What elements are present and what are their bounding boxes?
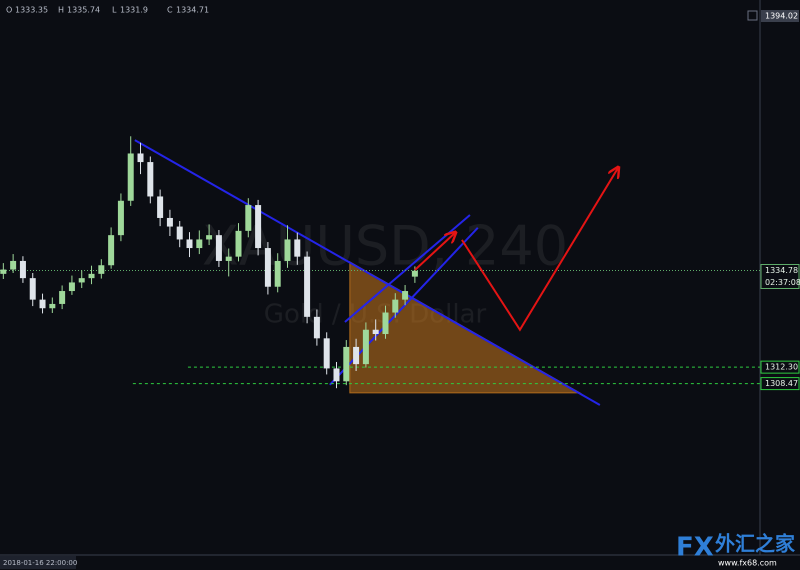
level-label: 1308.47 <box>765 379 798 388</box>
candle-body <box>127 153 134 201</box>
candle-body <box>255 205 262 249</box>
ohlc-label: H <box>58 6 64 15</box>
candle-body <box>39 299 46 309</box>
watermark-title: XAUUSD, 240 <box>202 215 568 278</box>
candle-body <box>137 153 144 163</box>
ohlc-header: O 1333.35 H 1335.74 L 1331.9 C 1334.71 <box>6 6 209 15</box>
ohlc-label: C <box>167 6 173 15</box>
logo: FX 外汇之家 www.fx68.com <box>676 532 796 568</box>
candle-body <box>88 273 95 279</box>
candle-body <box>117 200 124 236</box>
current-price-label: 1334.78 <box>765 266 798 275</box>
level-label-box <box>760 377 800 391</box>
candle-body <box>333 368 340 382</box>
logo-name: 外汇之家 <box>715 532 796 556</box>
candle-body <box>157 196 164 218</box>
candle-body <box>10 260 17 270</box>
candle-body <box>206 235 213 240</box>
start-label: 2018-01-16 22:00:00 <box>3 559 77 567</box>
candle-body <box>284 239 291 261</box>
candles <box>0 136 418 389</box>
candle-body <box>225 256 232 261</box>
level-label: 1312.30 <box>765 363 798 372</box>
candle-body <box>68 282 75 292</box>
candle-body <box>343 346 350 382</box>
candle-body <box>49 303 56 309</box>
candle-body <box>78 278 85 283</box>
icon <box>747 10 758 21</box>
logo-site: www.fx68.com <box>718 559 777 568</box>
candle-body <box>98 265 105 274</box>
candle-body <box>313 316 320 339</box>
candle-body <box>215 235 222 261</box>
high-label-box <box>761 10 799 22</box>
candle-body <box>19 260 26 279</box>
candle-body <box>186 239 193 249</box>
candle-body <box>353 346 360 365</box>
ohlc-value: 1334.71 <box>176 6 209 15</box>
candle-body <box>382 312 389 335</box>
candle-body <box>196 239 203 249</box>
candle-body <box>235 230 242 257</box>
level-label-box <box>760 360 800 374</box>
candle-body <box>166 217 173 227</box>
current-price-box <box>760 263 800 289</box>
candle-body <box>402 291 409 300</box>
candle-body <box>147 162 154 197</box>
candle-body <box>59 291 66 304</box>
candle-body <box>274 260 281 287</box>
logo-mark: FX <box>676 533 714 563</box>
candle-body <box>411 270 418 277</box>
arrow <box>414 233 455 271</box>
trendline <box>134 139 601 406</box>
ohlc-value: 1335.74 <box>67 6 100 15</box>
ohlc-value: 1333.35 <box>15 6 48 15</box>
candle-body <box>304 256 311 317</box>
candle-body <box>108 235 115 266</box>
ohlc-value: 1331.9 <box>120 6 148 15</box>
candle-body <box>392 299 399 313</box>
candle-body <box>323 338 330 369</box>
countdown: 02:37:08 <box>765 278 800 287</box>
candle-body <box>264 248 271 287</box>
candle-body <box>362 329 369 365</box>
ohlc-label: L <box>112 6 117 15</box>
candle-body <box>29 278 36 300</box>
candle-body <box>0 269 7 274</box>
candle-body <box>176 226 183 240</box>
candle-body <box>372 329 379 335</box>
high-label: 1394.02 <box>765 12 798 21</box>
arrow <box>461 168 618 332</box>
candle-body <box>245 205 252 231</box>
candle-body <box>294 239 301 257</box>
overlays: 1312.30 1308.47 1334.78 02:37:08 1394.02 <box>414 10 800 391</box>
ohlc-label: O <box>6 6 12 15</box>
start-label-box <box>0 556 76 569</box>
